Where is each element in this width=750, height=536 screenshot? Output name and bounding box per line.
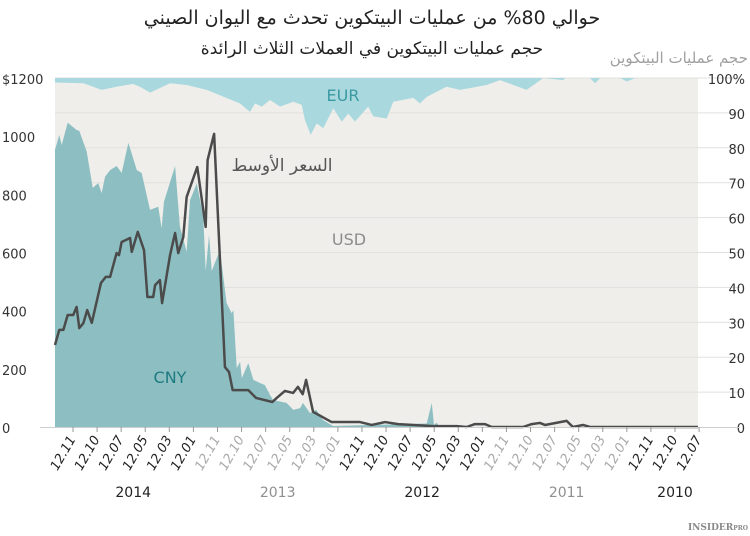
series-label-usd: USD [332,230,366,249]
right-tick-label: 70 [728,178,745,193]
right-tick-label: 10 [728,387,745,402]
right-tick-label: 100% [708,73,745,88]
left-tick-label: 0 [2,422,10,437]
series-labels: EUR USD CNY السعر الأوسط [154,86,367,387]
price-line [53,132,698,429]
right-axis-title: حجم عمليات البيتكوين [610,49,748,67]
right-tick-label: 80 [728,143,745,158]
x-tick-label: 12.07 [674,433,706,473]
left-tick-label: $1200 [2,73,43,88]
cny-area [55,122,698,427]
x-axis: 12.1112.1012.0712.0512.0312.0112.1112.10… [48,427,706,501]
year-label: 2013 [260,485,296,501]
chart-title: حوالي 80% من عمليات البيتكوين تحدث مع ال… [144,7,600,29]
axes: 0 10 20 30 40 50 60 70 80 90 100% 0 200 400 600 800 1000… [2,73,745,437]
series-label-price: السعر الأوسط [231,155,332,176]
year-label: 2014 [115,485,151,501]
left-tick-label: 400 [2,306,27,321]
right-tick-label: 60 [728,213,745,228]
left-tick-label: 200 [2,364,27,379]
insider-pro-logo: INSIDERPRO [688,523,748,533]
year-label: 2011 [549,485,585,501]
series-label-cny: CNY [154,368,187,387]
right-tick-label: 90 [728,108,745,123]
line-series [53,132,698,429]
right-tick-label: 50 [728,248,745,263]
eur-area [55,78,698,135]
right-tick-label: 0 [737,422,745,437]
right-tick-label: 40 [728,282,745,297]
left-tick-label: 600 [2,248,27,263]
left-tick-label: 1000 [2,131,35,146]
series-label-eur: EUR [327,86,360,105]
right-tick-label: 30 [728,317,745,332]
left-tick-label: 800 [2,189,27,204]
area-series [55,78,698,427]
right-tick-label: 20 [728,352,745,367]
year-label: 2012 [404,485,440,501]
chart-subtitle: حجم عمليات البيتكوين في العملات الثلاث ا… [201,39,543,59]
year-label: 2010 [657,485,693,501]
